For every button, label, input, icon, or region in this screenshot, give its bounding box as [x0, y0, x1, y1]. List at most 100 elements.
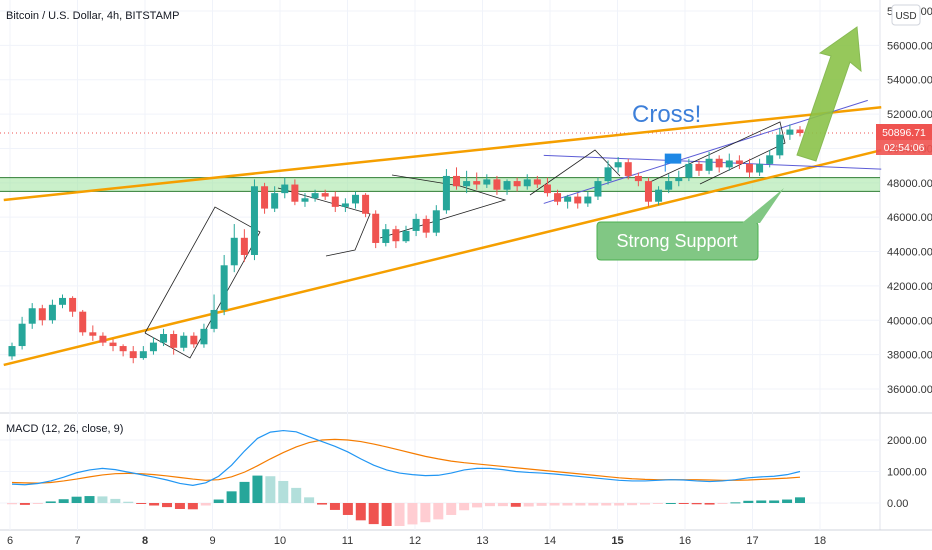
macd-histogram-bar [291, 487, 302, 503]
macd-histogram-bar [226, 491, 237, 503]
trendline-lower-orange [3, 148, 882, 367]
macd-histogram-bar [472, 503, 483, 508]
macd-histogram-bar [7, 503, 17, 505]
candle-body [442, 175, 450, 211]
candle-body [321, 193, 329, 197]
macd-histogram-bar [213, 499, 224, 503]
candle-body [725, 160, 733, 168]
candle-body [463, 181, 471, 187]
candle-body [250, 186, 258, 255]
time-tick-label: 6 [7, 535, 13, 547]
candle-body [453, 175, 461, 187]
countdown-tag [876, 140, 932, 155]
candle-body [99, 335, 107, 343]
macd-histogram-bar [497, 503, 508, 507]
trendline-upper-orange [3, 105, 882, 202]
time-tick-label: 10 [274, 535, 286, 547]
candle-body [240, 237, 248, 255]
macd-legend: MACD (12, 26, close, 9) [6, 423, 123, 435]
flag-icon [665, 153, 682, 164]
candle-body [291, 184, 299, 202]
macd-histogram-bar [187, 503, 198, 510]
macd-histogram-bar [355, 503, 366, 521]
support-annotation: Strong Support [616, 231, 737, 251]
candle-body [594, 181, 602, 197]
macd-histogram-bar [58, 499, 69, 503]
time-axis[interactable]: 6 7 8 9 10 11 12 13 14 15 16 17 18 [7, 535, 826, 547]
macd-histogram-bar [717, 503, 728, 504]
countdown-value: 02:54:06 [884, 142, 925, 154]
candle-body [786, 129, 794, 135]
candle-body [655, 189, 663, 202]
price-tick-label: 40000.00 [887, 315, 932, 327]
candle-body [564, 196, 572, 202]
candle-body [149, 342, 157, 352]
candle-body [554, 193, 562, 202]
candle-body [220, 265, 228, 310]
macd-histogram-bar [123, 501, 134, 503]
candle-body [604, 167, 612, 182]
macd-histogram-bar [756, 500, 767, 503]
macd-histogram-bar [174, 503, 185, 509]
candle-body [584, 196, 592, 204]
candle-body [745, 163, 753, 173]
grid-lines [0, 0, 932, 531]
macd-histogram-bar [84, 496, 95, 503]
macd-histogram-bar [136, 503, 147, 504]
macd-histogram-bar [19, 503, 30, 505]
macd-histogram-bar [627, 503, 638, 506]
candle-layer[interactable] [8, 124, 804, 364]
candle-body [685, 163, 693, 178]
candle-body [614, 162, 622, 168]
support-zone-layer [0, 132, 880, 192]
candle-body [776, 134, 784, 156]
price-tick-label: 56000.00 [887, 40, 932, 52]
macd-layer [7, 429, 805, 526]
time-tick-label: 17 [746, 535, 758, 547]
macd-histogram-bar [588, 503, 599, 506]
macd-histogram-bar [536, 503, 547, 506]
candle-body [634, 175, 642, 182]
macd-histogram-bar [730, 502, 741, 504]
candle-body [503, 181, 511, 190]
macd-histogram-bar [368, 503, 379, 525]
candle-body [210, 309, 218, 329]
macd-histogram-bar [459, 503, 470, 511]
candle-body [89, 332, 97, 336]
candle-body [412, 218, 420, 231]
support-callout-pointer [742, 188, 784, 223]
pattern-sketch [649, 121, 786, 185]
candle-body [281, 184, 289, 194]
candle-body [493, 179, 501, 190]
candle-body [180, 335, 188, 348]
macd-histogram-bar [652, 503, 663, 504]
macd-histogram-bar [342, 503, 353, 515]
price-tick-label: 52000.00 [887, 109, 932, 121]
candle-body [735, 160, 743, 164]
price-tick-label: 48000.00 [887, 178, 932, 190]
candle-body [715, 158, 723, 168]
candle-body [523, 179, 531, 187]
macd-histogram-bar [239, 481, 250, 503]
price-tick-label: 38000.00 [887, 350, 932, 362]
price-axis[interactable]: 58000.0056000.0054000.0052000.0050000.00… [887, 6, 932, 510]
candle-body [28, 308, 36, 324]
macd-histogram-bar [446, 503, 457, 515]
candle-body [331, 196, 339, 207]
candle-body [139, 351, 147, 359]
currency-button[interactable] [891, 4, 921, 26]
candle-body [18, 323, 26, 347]
macd-histogram-bar [317, 503, 328, 505]
candle-body [624, 162, 632, 176]
candle-body [129, 351, 137, 359]
macd-histogram-bar [394, 503, 405, 526]
macd-histogram-bar [484, 503, 495, 507]
time-tick-label: 11 [342, 535, 353, 547]
macd-tick-label: 0.00 [887, 498, 908, 510]
candle-body [675, 177, 683, 182]
currency-label: USD [895, 11, 916, 22]
macd-histogram-bar [782, 499, 793, 503]
candle-body [695, 163, 703, 171]
price-tick-label: 54000.00 [887, 75, 932, 87]
pattern-sketch [529, 149, 621, 196]
